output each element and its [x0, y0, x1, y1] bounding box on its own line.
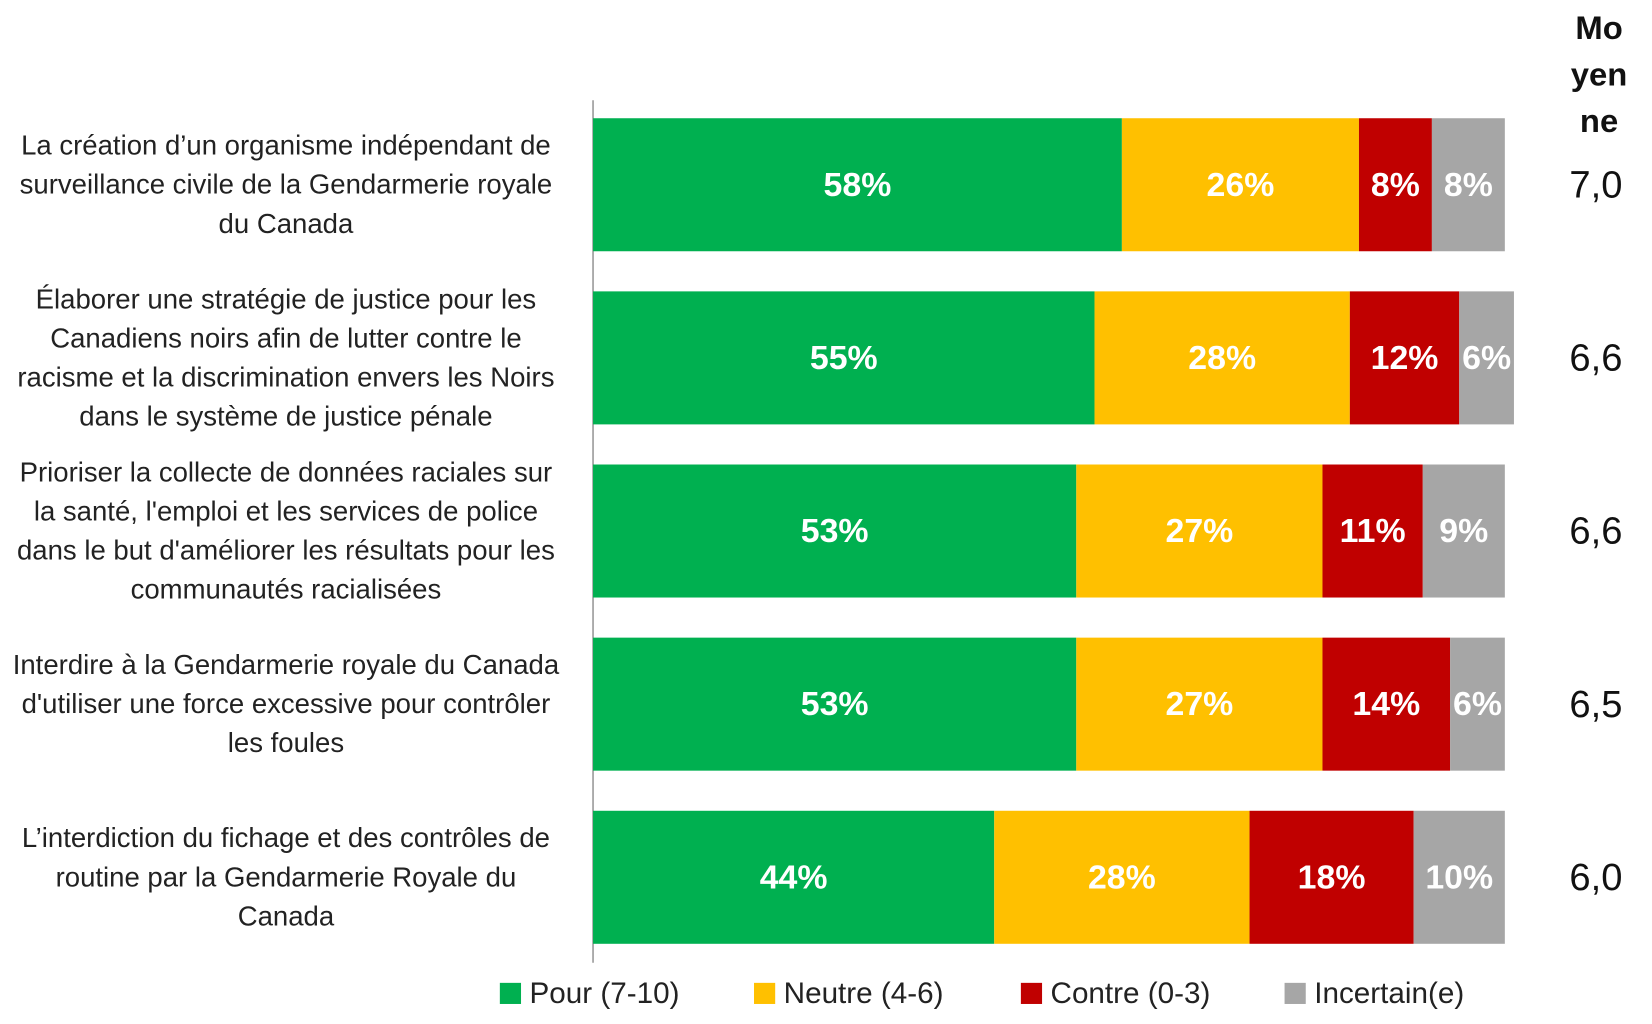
legend-label: Pour (7-10) [529, 976, 680, 1010]
bar-segment [1422, 464, 1505, 598]
legend-item: Pour (7-10) [499, 976, 680, 1011]
value-label: 8% [1444, 166, 1493, 204]
legend-label: Incertain(e) [1314, 976, 1465, 1010]
bar-segment [1459, 291, 1514, 425]
legend-item: Incertain(e) [1284, 976, 1465, 1011]
bar-segment [593, 118, 1122, 252]
bar-segment [1076, 637, 1323, 771]
value-label: 18% [1298, 858, 1366, 896]
bar-segment [593, 810, 995, 944]
mean-value: 6,0 [1569, 855, 1623, 899]
legend-swatch [1284, 982, 1306, 1004]
legend-label: Contre (0-3) [1050, 976, 1211, 1010]
category-label: Élaborer une stratégie de justice pour l… [17, 282, 555, 432]
legend-item: Neutre (4-6) [754, 976, 944, 1011]
value-label: 58% [824, 166, 892, 204]
value-label: 6% [1462, 339, 1511, 377]
mean-value: 6,6 [1569, 335, 1623, 379]
bar-segment [593, 637, 1077, 771]
value-label: 44% [760, 858, 828, 896]
value-label: 53% [801, 512, 869, 550]
bar-segment [1413, 810, 1505, 944]
bar-segment [1076, 464, 1323, 598]
value-label: 27% [1165, 512, 1233, 550]
bar-segment [593, 464, 1077, 598]
bar-segment [1358, 118, 1432, 252]
value-label: 10% [1425, 858, 1493, 896]
value-label: 6% [1453, 685, 1502, 723]
category-label: La création d’un organisme indépendant d… [19, 129, 553, 240]
value-label: 8% [1371, 166, 1420, 204]
bar-segment [994, 810, 1250, 944]
value-label: 28% [1188, 339, 1256, 377]
bar-segment [1349, 291, 1460, 425]
value-label: 9% [1439, 512, 1488, 550]
legend-swatch [1020, 982, 1043, 1004]
bar-segment [1322, 464, 1423, 598]
mean-header: Moyenne [1570, 9, 1628, 140]
bar-segment [1121, 118, 1359, 252]
value-label: 14% [1352, 685, 1420, 723]
category-label: Prioriser la collecte de données raciale… [16, 456, 555, 605]
bar-segment [1450, 637, 1505, 771]
value-label: 12% [1371, 339, 1439, 377]
bar-segment [1322, 637, 1451, 771]
category-label: L’interdiction du fichage et des contrôl… [21, 821, 550, 932]
mean-value: 6,6 [1569, 508, 1623, 553]
value-label: 55% [810, 339, 878, 377]
legend-swatch [499, 982, 522, 1004]
bar-segment [1249, 810, 1414, 944]
value-label: 53% [801, 685, 869, 723]
bar-segment [593, 291, 1095, 425]
mean-value: 7,0 [1569, 162, 1623, 206]
value-label: 27% [1165, 685, 1233, 723]
value-label: 11% [1340, 512, 1406, 550]
legend-swatch [754, 982, 776, 1004]
bar-segment [1431, 118, 1505, 252]
value-label: 28% [1088, 858, 1156, 896]
mean-value: 6,5 [1569, 681, 1623, 726]
value-label: 26% [1207, 166, 1275, 204]
bar-segment [1094, 291, 1350, 425]
category-label: Interdire à la Gendarmerie royale du Can… [12, 648, 560, 759]
legend-item: Contre (0-3) [1020, 976, 1211, 1011]
legend-label: Neutre (4-6) [783, 976, 944, 1010]
